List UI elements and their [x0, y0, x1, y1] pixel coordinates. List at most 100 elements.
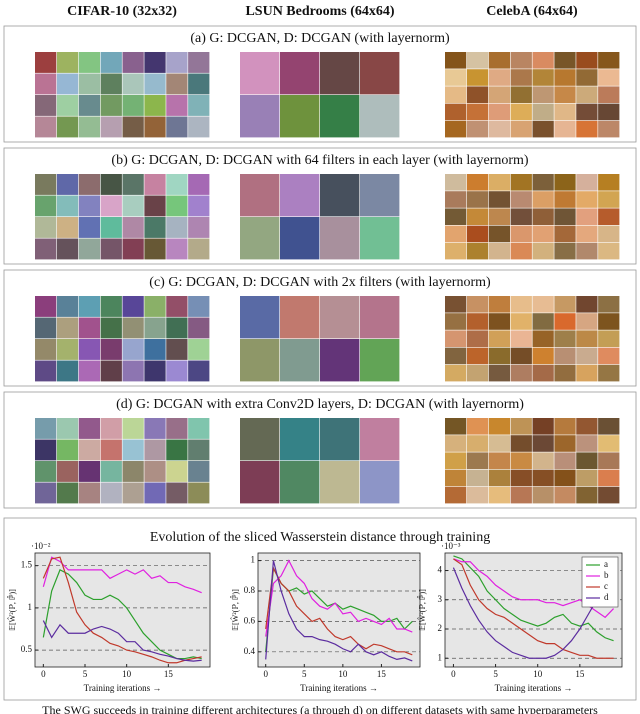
sample-image: [532, 330, 554, 347]
sample-image: [466, 52, 489, 69]
sample-image: [445, 208, 467, 225]
sample-image: [240, 296, 280, 339]
sample-image: [554, 435, 576, 452]
data-line: [42, 556, 202, 664]
sample-image: [144, 73, 166, 95]
sample-image: [122, 195, 144, 217]
sample-image: [554, 103, 576, 121]
sample-image: [445, 364, 467, 382]
sample-image: [445, 69, 467, 86]
sample-image: [576, 418, 598, 435]
sample-image: [122, 296, 144, 317]
sample-image: [598, 120, 620, 138]
sample-image: [56, 418, 79, 439]
sample-image: [166, 339, 188, 360]
sample-image: [35, 360, 57, 382]
sample-image: [360, 296, 400, 339]
x-tick-label: 15: [164, 669, 174, 679]
sample-image: [488, 242, 511, 260]
sample-image: [188, 317, 210, 339]
sample-image: [78, 116, 101, 138]
sample-image: [488, 435, 511, 452]
data-line: [42, 620, 202, 662]
sample-image: [320, 52, 360, 95]
sample-image: [554, 208, 576, 225]
sample-image: [554, 120, 576, 138]
axis-exponent: ·10⁻³: [441, 541, 461, 551]
section-box: [3, 269, 637, 387]
sample-image: [445, 296, 467, 313]
sample-image: [122, 217, 144, 238]
sample-image: [100, 174, 122, 195]
sample-image: [510, 242, 532, 260]
sample-image: [122, 418, 144, 439]
sample-image: [598, 452, 620, 469]
sample-image: [56, 73, 79, 95]
sample-image: [35, 238, 57, 260]
y-tick-label: 1: [28, 602, 33, 612]
sample-image: [360, 217, 400, 260]
sample-image: [576, 174, 598, 191]
sample-image: [466, 69, 489, 86]
sample-image: [56, 296, 79, 317]
sample-image: [532, 103, 554, 121]
sample-image: [532, 418, 554, 435]
y-tick-label: 1: [438, 652, 443, 662]
sample-image: [488, 347, 511, 365]
legend-label: d: [604, 592, 609, 602]
sample-image: [598, 69, 620, 86]
sample-image: [188, 360, 210, 382]
sample-image: [445, 103, 467, 121]
plot-area: [257, 552, 421, 668]
sample-image: [576, 486, 598, 504]
sample-image: [360, 339, 400, 382]
sample-image: [466, 364, 489, 382]
sample-image: [598, 225, 620, 243]
sample-image: [166, 73, 188, 95]
sample-image: [35, 461, 57, 482]
sample-image: [445, 191, 467, 208]
sample-image: [188, 439, 210, 461]
sample-image: [166, 439, 188, 461]
sample-image: [466, 347, 489, 365]
sample-image: [488, 469, 511, 487]
sample-image: [510, 435, 532, 452]
sample-image: [445, 242, 467, 260]
x-tick-label: 10: [338, 669, 348, 679]
sample-image: [532, 120, 554, 138]
sample-image: [166, 52, 188, 73]
sample-image: [166, 95, 188, 116]
sample-image: [576, 208, 598, 225]
sample-image: [598, 364, 620, 382]
data-line: [453, 558, 614, 659]
sample-image: [554, 452, 576, 469]
sample-image: [35, 73, 57, 95]
sample-image: [598, 469, 620, 487]
sample-image: [144, 52, 166, 73]
sample-image: [144, 195, 166, 217]
sample-image: [56, 95, 79, 116]
sample-image: [488, 364, 511, 382]
sample-image: [510, 191, 532, 208]
sample-image: [598, 86, 620, 103]
sample-image: [122, 73, 144, 95]
sample-image: [56, 238, 79, 260]
y-tick-label: 3: [438, 594, 443, 604]
sample-image: [532, 486, 554, 504]
sample-image: [445, 52, 467, 69]
sample-image: [554, 313, 576, 330]
sample-image: [56, 195, 79, 217]
sample-image: [510, 364, 532, 382]
x-tick-label: 5: [302, 669, 307, 679]
sample-image: [445, 174, 467, 191]
sample-image: [466, 120, 489, 138]
sample-image: [166, 174, 188, 195]
sample-image: [78, 238, 101, 260]
sample-image: [554, 418, 576, 435]
sample-image: [78, 339, 101, 360]
sample-image: [532, 52, 554, 69]
sample-image: [56, 217, 79, 238]
sample-image: [532, 225, 554, 243]
column-header: CIFAR-10 (32x32): [67, 4, 177, 19]
sample-image: [554, 486, 576, 504]
